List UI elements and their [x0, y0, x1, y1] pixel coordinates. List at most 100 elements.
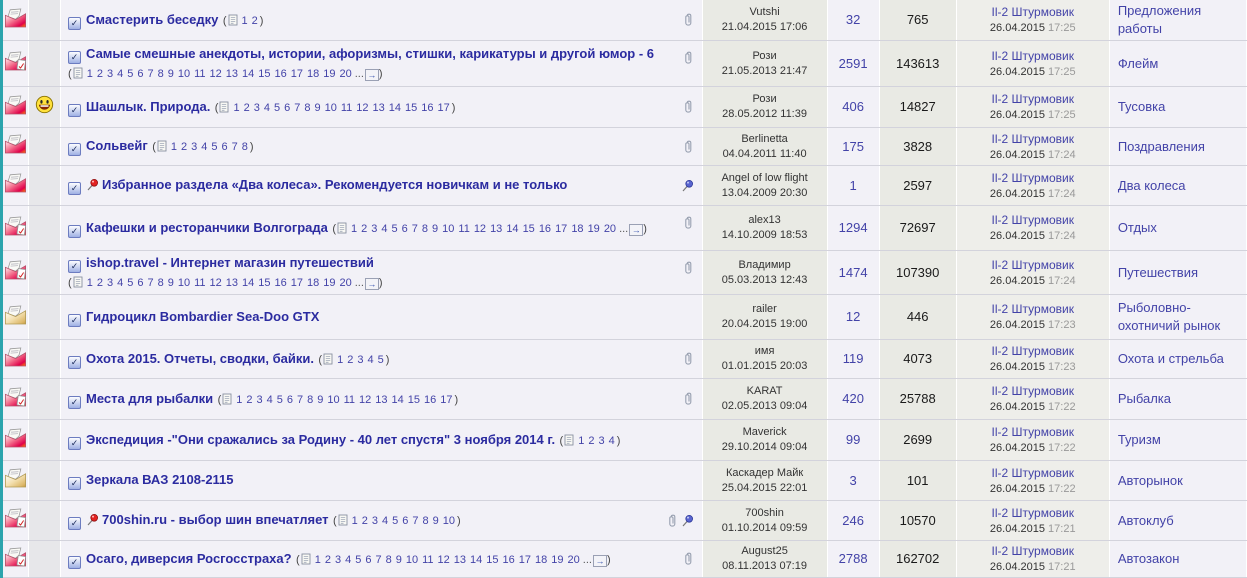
thread-checkbox[interactable]: ✓	[68, 555, 82, 569]
page-link[interactable]: 9	[317, 393, 324, 406]
page-link[interactable]: 3	[256, 393, 263, 406]
page-link[interactable]: 16	[538, 222, 552, 235]
page-link[interactable]: 17	[290, 68, 303, 80]
page-link[interactable]: 6	[137, 68, 144, 80]
page-link[interactable]: 4	[201, 141, 208, 153]
thread-author[interactable]: alex13	[748, 214, 781, 227]
page-link[interactable]: 7	[411, 222, 418, 235]
page-link[interactable]: 3	[598, 434, 605, 447]
thread-author[interactable]: Каскадер Майк	[725, 466, 804, 479]
attachment-icon[interactable]	[684, 99, 694, 114]
last-post-author[interactable]: Il-2 Штурмовик	[991, 5, 1074, 20]
attachment-icon[interactable]	[684, 139, 694, 154]
page-link[interactable]: 1	[236, 393, 243, 406]
page-link[interactable]: 5	[273, 101, 281, 114]
page-link[interactable]: 12	[356, 101, 369, 114]
page-link[interactable]: 11	[194, 277, 206, 289]
page-link[interactable]: 11	[340, 101, 353, 114]
page-link[interactable]: 5	[276, 393, 283, 406]
last-post-author[interactable]: Il-2 Штурмовик	[991, 384, 1074, 399]
page-link[interactable]: 12	[473, 222, 487, 235]
page-link[interactable]: 5	[127, 277, 134, 289]
thread-checkbox[interactable]: ✓	[68, 313, 82, 327]
thread-title-link[interactable]: ishop.travel - Интернет магазин путешест…	[86, 255, 374, 270]
page-link[interactable]: 13	[490, 222, 503, 235]
page-link[interactable]: 13	[375, 393, 388, 406]
page-link[interactable]: 1	[86, 68, 93, 80]
page-link[interactable]: 5	[127, 68, 134, 80]
thread-checkbox[interactable]: ✓	[68, 224, 82, 238]
page-link[interactable]: 7	[147, 68, 154, 80]
page-link[interactable]: 14	[242, 68, 255, 80]
page-link[interactable]: 7	[231, 141, 238, 153]
page-link[interactable]: 17	[440, 393, 453, 406]
page-link[interactable]: 4	[381, 222, 388, 235]
page-link[interactable]: 4	[117, 68, 124, 80]
forum-link[interactable]: Туризм	[1117, 432, 1161, 447]
last-page-button[interactable]: →	[364, 69, 379, 81]
thread-author[interactable]: Vutshi	[749, 6, 780, 19]
page-link[interactable]: 10	[405, 553, 419, 566]
replies-count[interactable]: 1	[849, 177, 857, 193]
page-link[interactable]: 4	[263, 101, 270, 114]
thread-checkbox[interactable]: ✓	[68, 103, 82, 117]
last-post-author[interactable]: Il-2 Штурмовик	[991, 92, 1074, 107]
forum-link[interactable]: Флейм	[1117, 55, 1159, 71]
page-link[interactable]: 1	[170, 141, 177, 153]
last-post-author[interactable]: Il-2 Штурмовик	[991, 544, 1074, 559]
page-link[interactable]: 4	[345, 553, 352, 566]
page-link[interactable]: 12	[209, 277, 222, 289]
page-link[interactable]: 1	[314, 553, 321, 566]
page-link[interactable]: 15	[407, 393, 421, 406]
thread-author[interactable]: Рози	[752, 93, 777, 106]
page-link[interactable]: 8	[421, 222, 429, 235]
replies-count[interactable]: 99	[845, 432, 861, 447]
replies-count[interactable]: 175	[842, 138, 864, 154]
page-link[interactable]: 4	[382, 515, 389, 527]
page-link[interactable]: 9	[395, 553, 402, 566]
forum-link[interactable]: Рыболовно-охотничий рынок	[1117, 300, 1221, 333]
page-link[interactable]: 2	[96, 68, 103, 80]
page-link[interactable]: 16	[274, 68, 287, 80]
page-link[interactable]: 8	[304, 101, 311, 114]
page-link[interactable]: 10	[442, 222, 455, 235]
page-link[interactable]: 12	[359, 393, 372, 406]
page-link[interactable]: 1	[337, 353, 344, 366]
thread-checkbox[interactable]: ✓	[68, 51, 82, 64]
page-link[interactable]: 17	[290, 277, 303, 289]
page-link[interactable]: 2	[251, 14, 258, 27]
attachment-icon[interactable]	[684, 351, 694, 366]
last-post-author[interactable]: Il-2 Штурмовик	[991, 302, 1074, 317]
forum-link[interactable]: Автоклуб	[1117, 512, 1174, 528]
last-page-button[interactable]: →	[629, 223, 644, 236]
thread-author[interactable]: Berlinetta	[741, 132, 788, 145]
page-link[interactable]: 8	[241, 141, 248, 153]
page-link[interactable]: 5	[211, 141, 218, 153]
page-link[interactable]: 9	[432, 515, 439, 527]
page-link[interactable]: 15	[486, 553, 499, 566]
page-link[interactable]: 10	[442, 515, 456, 527]
page-link[interactable]: 7	[294, 101, 301, 114]
page-link[interactable]: 15	[522, 222, 535, 235]
thread-checkbox[interactable]: ✓	[68, 477, 82, 490]
thread-author[interactable]: railer	[752, 303, 777, 316]
page-link[interactable]: 5	[355, 553, 362, 566]
page-link[interactable]: 7	[147, 277, 154, 289]
page-link[interactable]: 11	[194, 68, 206, 80]
attachment-icon[interactable]	[684, 12, 694, 27]
page-link[interactable]: 11	[458, 222, 470, 235]
thread-title-link[interactable]: Места для рыбалки	[86, 390, 214, 406]
thread-checkbox[interactable]: ✓	[68, 16, 82, 30]
page-link[interactable]: 7	[375, 553, 382, 566]
page-link[interactable]: 8	[422, 515, 429, 527]
page-link[interactable]: 5	[377, 353, 384, 366]
forum-link[interactable]: Охота и стрельба	[1117, 351, 1224, 366]
page-link[interactable]: 19	[323, 277, 336, 289]
page-link[interactable]: 3	[106, 68, 114, 80]
page-link[interactable]: 3	[371, 222, 378, 235]
thread-checkbox[interactable]: ✓	[68, 182, 82, 195]
page-link[interactable]: 15	[258, 68, 271, 80]
replies-count[interactable]: 1294	[838, 220, 868, 235]
replies-count[interactable]: 406	[842, 99, 864, 114]
page-link[interactable]: 20	[567, 553, 580, 566]
